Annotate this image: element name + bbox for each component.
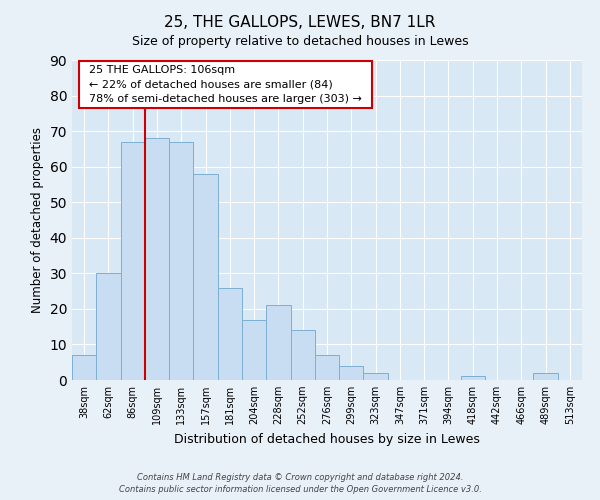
Bar	[193, 174, 218, 380]
Text: 25 THE GALLOPS: 106sqm
  ← 22% of detached houses are smaller (84)
  78% of semi: 25 THE GALLOPS: 106sqm ← 22% of detached…	[82, 65, 369, 104]
Bar	[145, 138, 169, 380]
Bar	[315, 355, 339, 380]
Bar	[121, 142, 145, 380]
Text: 25, THE GALLOPS, LEWES, BN7 1LR: 25, THE GALLOPS, LEWES, BN7 1LR	[164, 15, 436, 30]
Bar	[364, 373, 388, 380]
Bar	[242, 320, 266, 380]
Bar	[290, 330, 315, 380]
Bar	[461, 376, 485, 380]
Bar	[266, 306, 290, 380]
Text: Size of property relative to detached houses in Lewes: Size of property relative to detached ho…	[131, 35, 469, 48]
Bar	[96, 274, 121, 380]
Bar	[72, 355, 96, 380]
Bar	[339, 366, 364, 380]
Text: Contains HM Land Registry data © Crown copyright and database right 2024.
Contai: Contains HM Land Registry data © Crown c…	[119, 473, 481, 494]
Bar	[533, 373, 558, 380]
Y-axis label: Number of detached properties: Number of detached properties	[31, 127, 44, 313]
Bar	[169, 142, 193, 380]
X-axis label: Distribution of detached houses by size in Lewes: Distribution of detached houses by size …	[174, 432, 480, 446]
Bar	[218, 288, 242, 380]
